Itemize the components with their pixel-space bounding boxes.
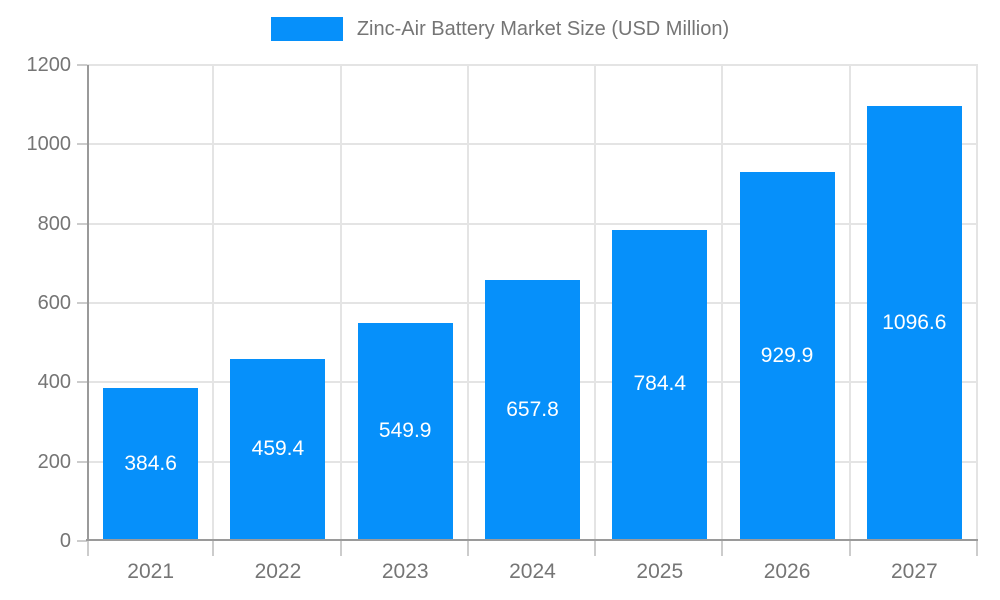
legend-swatch-icon — [270, 17, 343, 41]
x-axis-tick-label: 2025 — [636, 560, 684, 583]
y-axis-tick-label: 1000 — [26, 133, 72, 156]
y-gridline — [87, 64, 978, 66]
legend-label: Zinc-Air Battery Market Size (USD Millio… — [356, 17, 730, 40]
y-axis-tick-label: 1200 — [26, 54, 72, 76]
x-tick-mark — [339, 541, 342, 556]
y-axis-tick-label: 600 — [37, 292, 71, 314]
y-tick-mark — [77, 222, 87, 225]
y-tick-mark — [77, 381, 87, 384]
bar-2024: 657.8 — [485, 280, 580, 539]
bar-value-label: 929.9 — [760, 343, 814, 367]
x-axis-line — [86, 539, 978, 541]
bar-2022: 459.4 — [230, 358, 326, 539]
y-tick-mark — [77, 460, 87, 463]
x-tick-mark — [848, 541, 851, 556]
bar-value-label: 784.4 — [633, 372, 687, 396]
y-tick-mark — [77, 143, 87, 146]
x-tick-mark — [466, 541, 469, 556]
bar-2023: 549.9 — [357, 322, 453, 539]
x-gridline — [339, 65, 342, 541]
y-tick-mark — [77, 540, 87, 542]
x-gridline — [466, 65, 469, 541]
x-gridline — [721, 65, 724, 541]
x-gridline — [594, 65, 597, 541]
y-gridline — [87, 222, 978, 225]
y-gridline — [87, 143, 978, 146]
y-axis-line — [87, 65, 89, 541]
x-tick-mark — [976, 541, 978, 556]
bar-2027: 1096.6 — [866, 106, 962, 539]
bar-value-label: 549.9 — [378, 418, 432, 442]
x-tick-mark — [721, 541, 724, 556]
x-tick-mark — [87, 541, 89, 556]
x-tick-mark — [594, 541, 597, 556]
x-axis-tick-label: 2024 — [509, 560, 556, 583]
x-axis-tick-label: 2021 — [127, 560, 174, 583]
bar-value-label: 1096.6 — [882, 310, 947, 334]
plot-area: 0 200 400 600 800 1000 1200 384.6 2021 459.4 2022 5… — [27, 54, 978, 583]
x-axis-tick-label: 2026 — [763, 560, 811, 583]
bar-value-label: 459.4 — [251, 436, 305, 460]
x-gridline — [976, 65, 978, 541]
y-tick-mark — [77, 64, 87, 66]
bar-2026: 929.9 — [739, 172, 835, 539]
bar-2021: 384.6 — [103, 388, 199, 539]
x-gridline — [848, 65, 851, 541]
legend: Zinc-Air Battery Market Size (USD Millio… — [0, 17, 1000, 41]
y-axis-tick-label: 400 — [37, 371, 71, 394]
x-axis-tick-label: 2022 — [254, 560, 302, 583]
x-axis-tick-label: 2023 — [381, 560, 429, 583]
bar-value-label: 657.8 — [506, 397, 559, 421]
y-axis-tick-label: 200 — [37, 450, 71, 473]
bar-2025: 784.4 — [612, 229, 708, 539]
x-tick-mark — [212, 541, 215, 556]
y-axis-tick-label: 800 — [37, 212, 71, 235]
x-axis-tick-label: 2027 — [890, 560, 938, 583]
bar-value-label: 384.6 — [124, 451, 177, 475]
y-tick-mark — [77, 302, 87, 304]
x-gridline — [212, 65, 215, 541]
y-axis-tick-label: 0 — [59, 530, 71, 552]
